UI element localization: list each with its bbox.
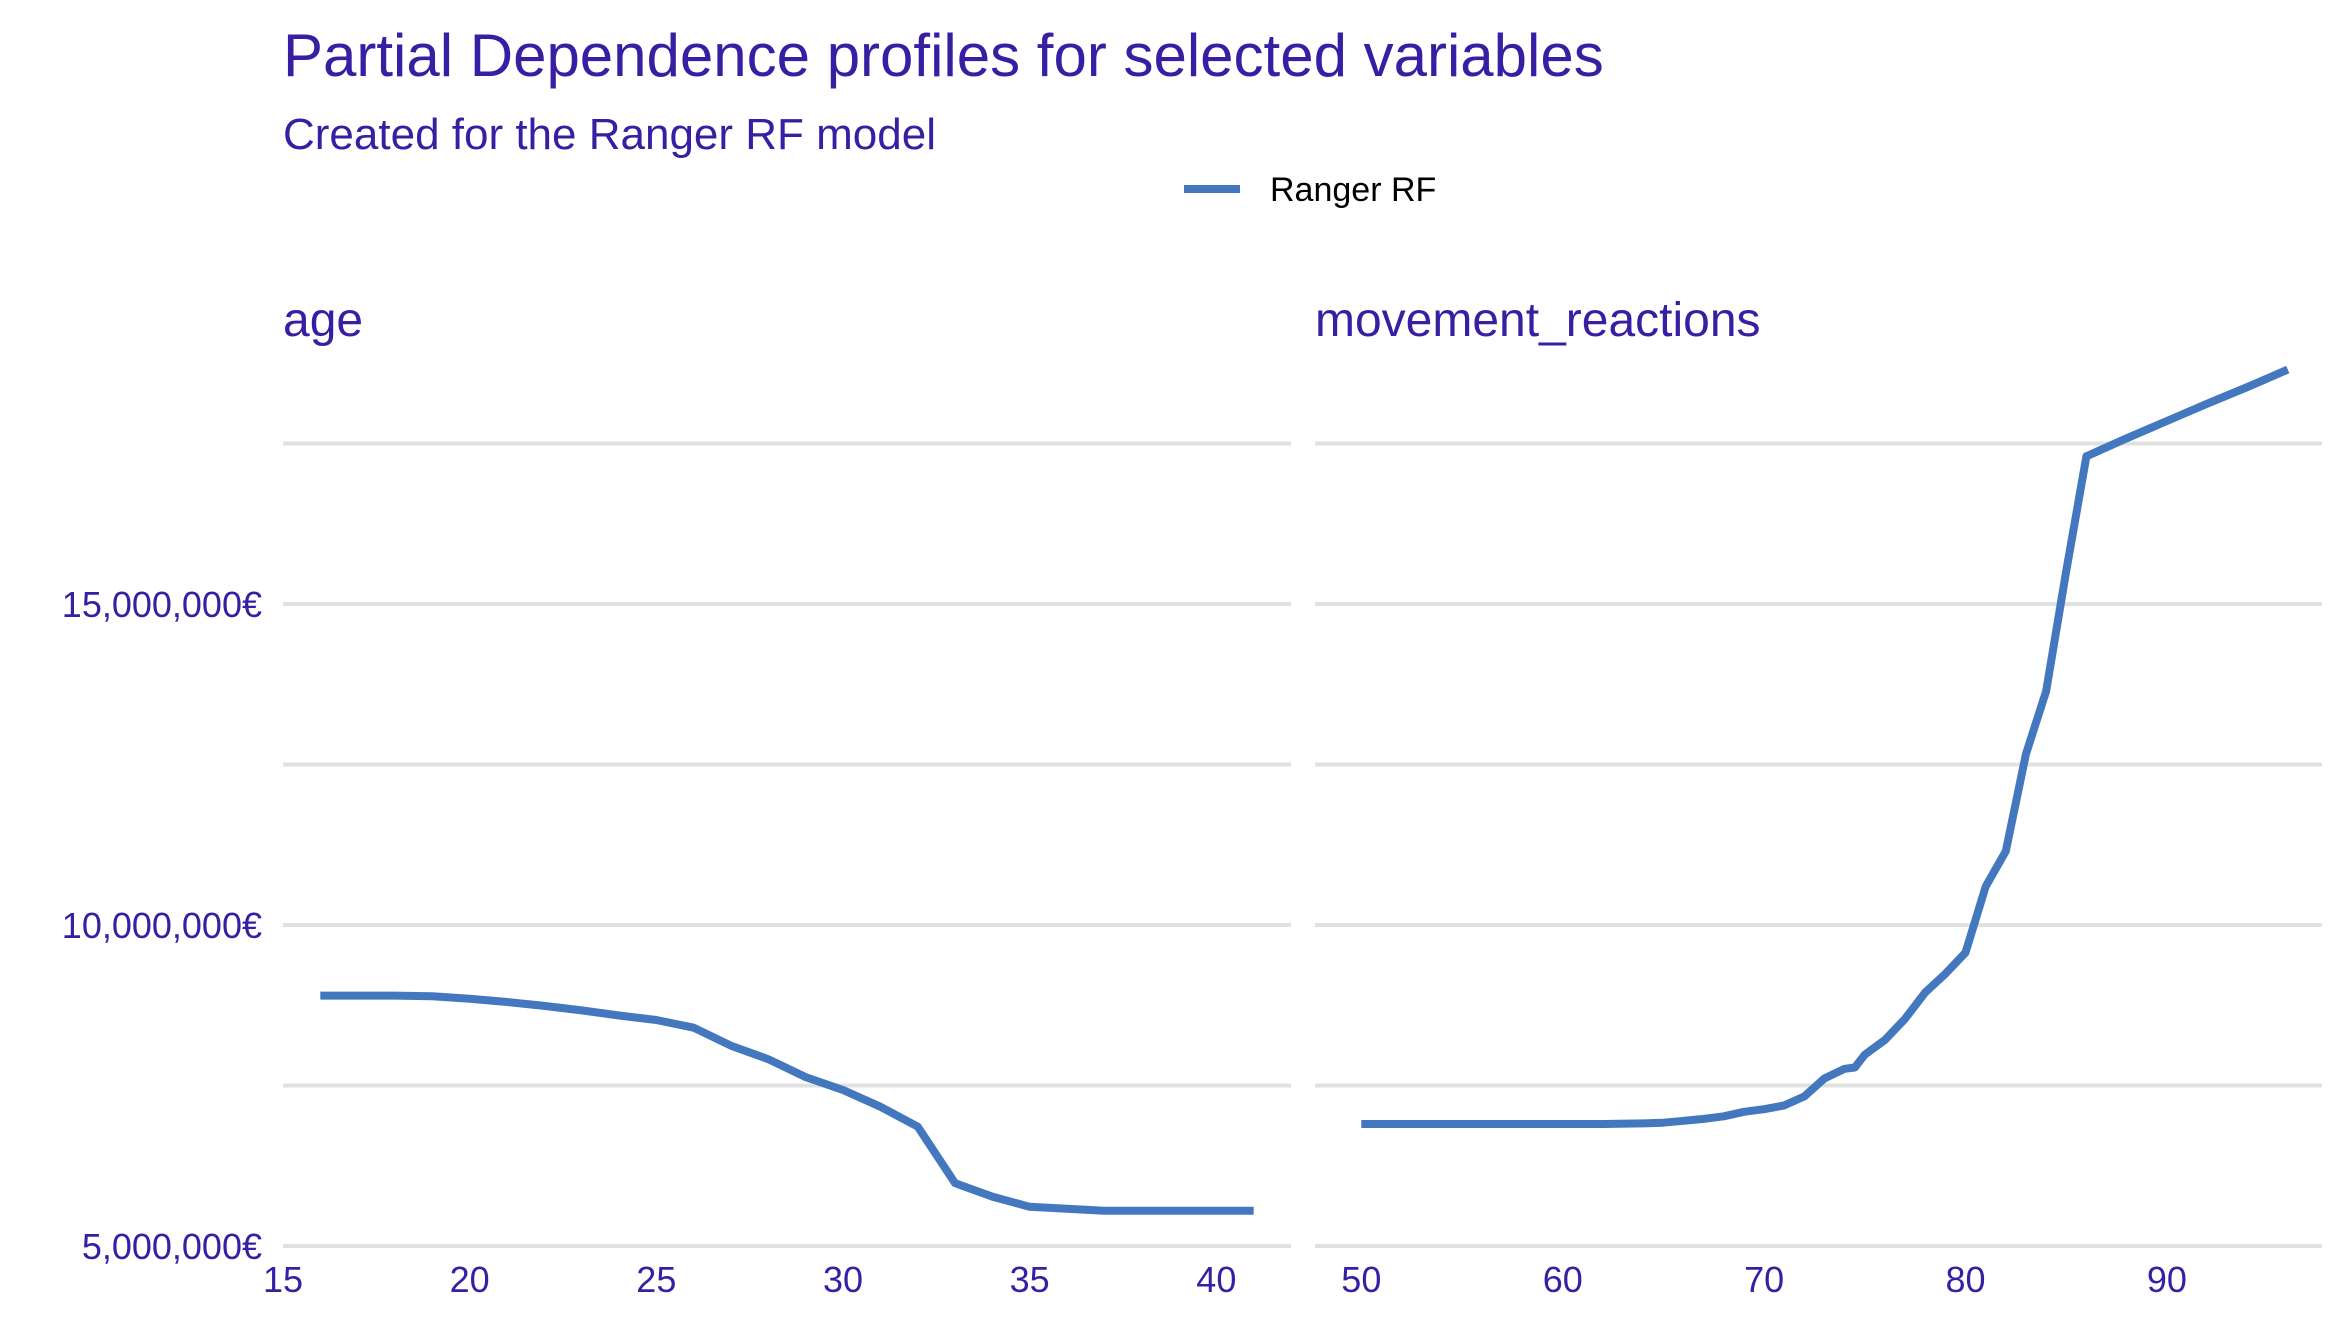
x-tick-label: 60 bbox=[1543, 1259, 1583, 1300]
panel-movement-reactions: movement_reactions 50 60 70 80 90 bbox=[1315, 294, 2322, 1300]
panel-age: age 15 20 25 30 35 40 bbox=[263, 294, 1291, 1300]
series-line-age bbox=[320, 991, 1254, 1215]
panel-label-movement-reactions: movement_reactions bbox=[1315, 294, 1761, 347]
legend-label-ranger-rf: Ranger RF bbox=[1270, 171, 1436, 209]
x-tick-label: 80 bbox=[1945, 1259, 1985, 1300]
y-tick-label: 15,000,000€ bbox=[62, 584, 262, 625]
x-tick-label: 90 bbox=[2147, 1259, 2187, 1300]
y-axis: 5,000,000€ 10,000,000€ 15,000,000€ bbox=[62, 584, 262, 1267]
chart-title: Partial Dependence profiles for selected… bbox=[283, 22, 1604, 89]
y-tick-label: 10,000,000€ bbox=[62, 905, 262, 946]
x-tick-label: 15 bbox=[263, 1259, 303, 1300]
x-tick-label: 40 bbox=[1196, 1259, 1236, 1300]
series-line-movement-reactions bbox=[1361, 365, 2290, 1128]
legend: Ranger RF bbox=[1184, 171, 1436, 209]
x-tick-label: 70 bbox=[1744, 1259, 1784, 1300]
x-tick-label: 50 bbox=[1341, 1259, 1381, 1300]
panel-label-age: age bbox=[283, 294, 363, 347]
x-tick-label: 30 bbox=[823, 1259, 863, 1300]
x-tick-label: 20 bbox=[450, 1259, 490, 1300]
chart-subtitle: Created for the Ranger RF model bbox=[283, 110, 936, 159]
y-tick-label: 5,000,000€ bbox=[82, 1226, 262, 1267]
x-tick-label: 35 bbox=[1010, 1259, 1050, 1300]
x-tick-label: 25 bbox=[636, 1259, 676, 1300]
